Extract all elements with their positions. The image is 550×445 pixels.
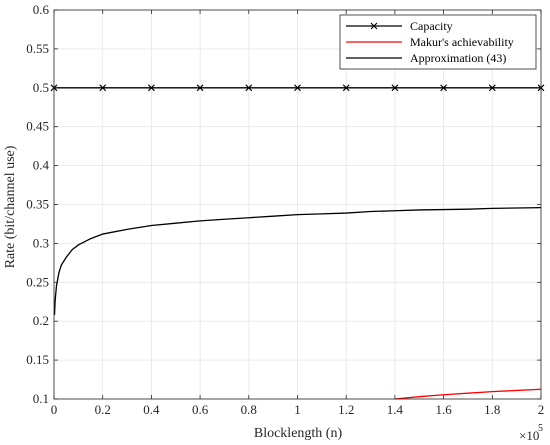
series-1-marker xyxy=(488,84,496,92)
series-layer xyxy=(50,84,545,400)
legend-label: Capacity xyxy=(410,19,453,33)
y-tick-label: 0.2 xyxy=(33,313,49,328)
x-tick-label: 1.6 xyxy=(435,402,452,417)
x-tick-label: 1.8 xyxy=(484,402,500,417)
x-tick-label: 0 xyxy=(51,402,58,417)
series-1-marker xyxy=(294,84,301,92)
series-line-2 xyxy=(394,388,542,400)
y-tick-label: 0.35 xyxy=(26,197,49,212)
x-axis-label: Blocklength (n) xyxy=(254,426,343,441)
y-tick-label: 0.5 xyxy=(33,80,49,95)
series-1-marker xyxy=(99,84,107,92)
x-tick-label: 0.6 xyxy=(192,402,209,417)
series-line-3 xyxy=(53,206,542,316)
x-exponent: ×10 5 xyxy=(519,423,543,443)
x-exponent-base: ×10 xyxy=(519,428,539,443)
series-1-marker xyxy=(148,84,155,92)
y-axis-label: Rate (bit/channel use) xyxy=(3,145,18,268)
y-tick-label: 0.55 xyxy=(26,41,49,56)
y-tick-label: 0.15 xyxy=(26,352,49,367)
y-tick-label: 0.6 xyxy=(33,2,50,17)
x-tick-label: 0.4 xyxy=(143,402,160,417)
x-tick-label: 1.2 xyxy=(338,402,354,417)
x-tick-label: 0.2 xyxy=(95,402,111,417)
y-tick-label: 0.3 xyxy=(33,235,49,250)
x-tick-label: 1.4 xyxy=(387,402,404,417)
series-1-marker xyxy=(440,84,447,92)
series-1-marker xyxy=(342,84,350,92)
ticks: 0 0.2 0.4 0.6 0.8 1 1.2 1.4 1.6 1.8 2 0.1 0.15 0.2 0.2… xyxy=(26,2,544,417)
x-exponent-power: 5 xyxy=(538,423,543,434)
series-1-marker xyxy=(245,84,253,92)
y-tick-label: 0.4 xyxy=(33,158,50,173)
y-tick-label: 0.45 xyxy=(26,119,49,134)
legend: Capacity Makur's achievability Approximati… xyxy=(339,14,537,70)
series-1-marker xyxy=(391,84,399,92)
legend-label: Makur's achievability xyxy=(410,35,514,49)
legend-label: Approximation (43) xyxy=(410,51,506,65)
y-tick-label: 0.25 xyxy=(26,274,49,289)
legend-marker xyxy=(370,22,378,30)
x-tick-label: 0.8 xyxy=(241,402,257,417)
x-tick-label: 1 xyxy=(294,402,301,417)
x-tick-label: 2 xyxy=(538,402,545,417)
series-1-marker xyxy=(196,84,204,92)
y-tick-label: 0.1 xyxy=(33,391,49,406)
